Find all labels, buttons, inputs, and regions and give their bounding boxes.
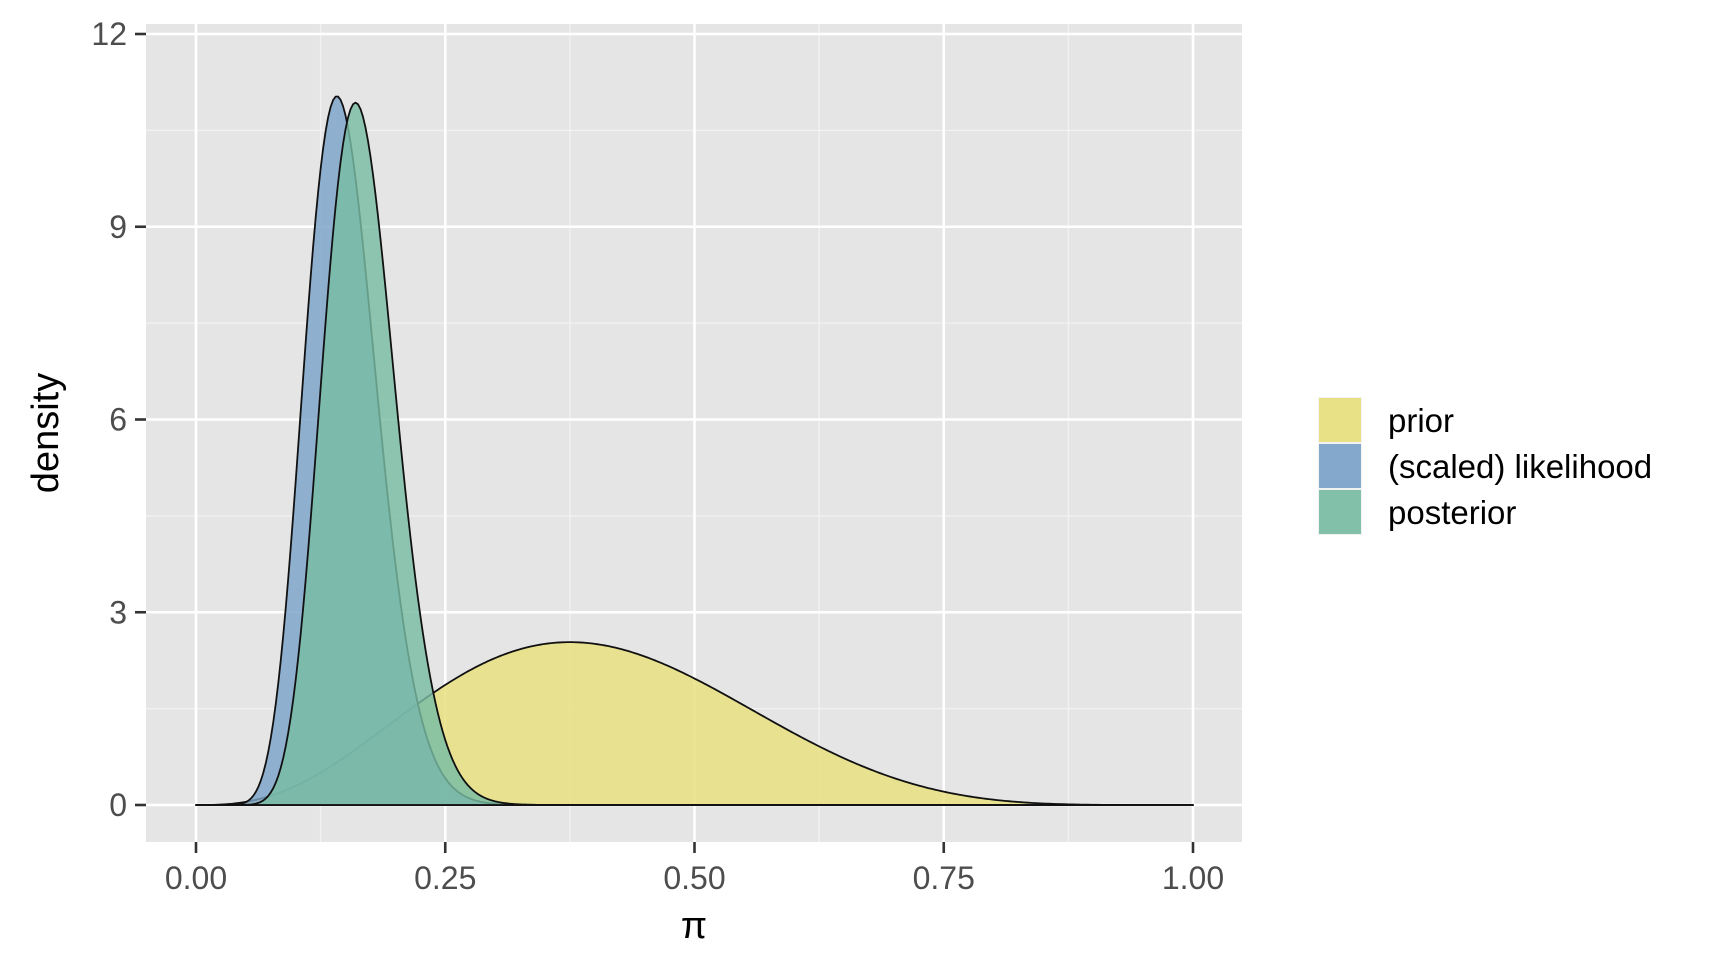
y-axis-title: density [25,373,67,493]
y-tick-label: 3 [109,594,127,630]
y-axis: 0 3 6 9 12 [91,16,146,823]
y-tick-label: 9 [109,209,127,245]
x-tick-label: 0.00 [165,860,227,896]
x-tick-label: 0.25 [414,860,476,896]
x-tick-label: 0.75 [913,860,975,896]
legend-label: prior [1388,402,1454,439]
x-tick-label: 1.00 [1162,860,1224,896]
legend-label: (scaled) likelihood [1388,448,1652,485]
legend-label: posterior [1388,494,1516,531]
legend-key [1319,398,1361,442]
y-tick-label: 0 [109,787,127,823]
density-areas [195,95,1194,806]
x-tick-label: 0.50 [663,860,725,896]
x-axis: 0.00 0.25 0.50 0.75 1.00 [165,842,1224,896]
area-posterior [195,101,1194,806]
legend-key [1319,490,1361,534]
y-tick-label: 6 [109,402,127,438]
y-tick-label: 12 [91,16,127,52]
x-axis-title: π [681,905,707,947]
legend: prior (scaled) likelihood posterior [1318,397,1652,535]
legend-key [1319,444,1361,488]
